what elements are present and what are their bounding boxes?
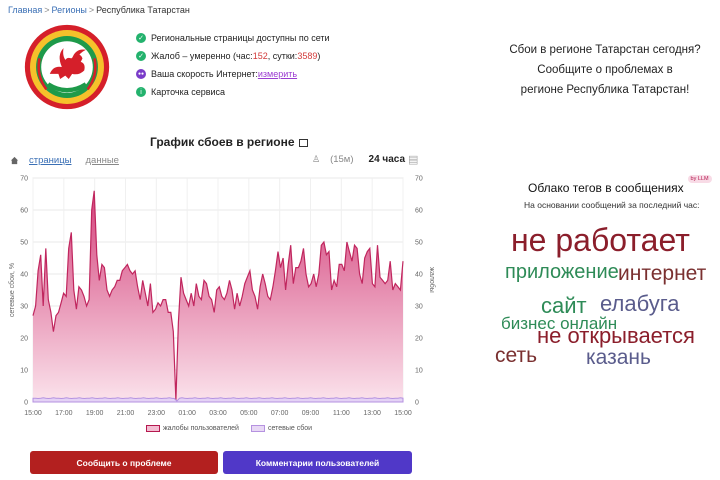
status-row-pages: ✓ Региональные страницы доступны по сети xyxy=(136,29,330,47)
y-tick-label: 60 xyxy=(415,208,423,215)
monitor-icon xyxy=(298,139,308,147)
legend-swatch-outages xyxy=(250,425,265,432)
y-tick-label: 40 xyxy=(415,272,423,279)
chart-range-controls: ♙ (15м) 24 часа ▤ xyxy=(312,153,418,166)
y-tick-label: 20 xyxy=(20,336,28,343)
tag-cloud-item[interactable]: сайт xyxy=(541,293,587,318)
breadcrumb-current: Республика Татарстан xyxy=(96,5,190,15)
chart-legend: жалобы пользователей сетевые сбои xyxy=(146,425,312,432)
y-axis-right: 0 10 20 30 40 50 60 70 xyxy=(415,176,423,407)
status-row-complaints: ✓ Жалоб – умеренно (час: 152, сутки: 358… xyxy=(136,47,330,65)
legend-label-outages: сетевые сбои xyxy=(267,425,313,432)
speedometer-icon: ●● xyxy=(136,69,146,79)
promo-line-1: Сбои в регионе Татарстан сегодня? xyxy=(509,44,701,56)
status-complaints-mid: , сутки: xyxy=(267,51,298,61)
x-tick-label: 07:00 xyxy=(271,410,289,417)
y-axis-left: 0 10 20 30 40 50 60 70 xyxy=(20,176,28,407)
y-tick-label: 70 xyxy=(415,176,423,183)
outage-chart: 0 10 20 30 40 50 60 70 0 10 20 30 40 50 60 70 15:00 17:… xyxy=(8,176,436,418)
tag-cloud-title-text: Облако тегов в сообщениях xyxy=(528,181,684,195)
status-complaints-prefix: Жалоб – умеренно (час: xyxy=(151,51,253,61)
hour-count: 152 xyxy=(252,51,268,61)
breadcrumb-regions-link[interactable]: Регионы xyxy=(51,5,87,15)
user-comments-button[interactable]: Комментарии пользователей xyxy=(223,451,412,474)
status-list: ✓ Региональные страницы доступны по сети… xyxy=(136,29,330,101)
y-tick-label: 30 xyxy=(20,304,28,311)
y-tick-label: 40 xyxy=(20,272,28,279)
tab-pages[interactable]: страницы xyxy=(29,155,72,166)
y-tick-label: 10 xyxy=(20,368,28,375)
tatarstan-emblem xyxy=(24,24,110,110)
y-tick-label: 10 xyxy=(415,368,423,375)
x-tick-label: 15:00 xyxy=(394,410,412,417)
x-tick-label: 11:00 xyxy=(333,410,350,417)
service-card-link[interactable]: Карточка сервиса xyxy=(151,87,226,97)
legend-swatch-complaints xyxy=(146,425,160,432)
tag-cloud-item[interactable]: сеть xyxy=(495,344,538,367)
tag-cloud-item[interactable]: интернет xyxy=(618,262,707,285)
y-tick-label: 70 xyxy=(20,176,28,183)
y-tick-label: 50 xyxy=(20,240,28,247)
breadcrumb-home-link[interactable]: Главная xyxy=(8,5,43,15)
report-problem-button[interactable]: Сообщить о проблеме xyxy=(30,451,218,474)
tag-cloud-item[interactable]: не открывается xyxy=(537,323,695,348)
y-axis-label-left: сетевые сбои, % xyxy=(8,263,16,317)
llm-badge: by LLM xyxy=(687,175,712,183)
x-tick-label: 23:00 xyxy=(148,410,166,417)
check-circle-icon: ✓ xyxy=(136,33,146,43)
tag-cloud-item[interactable]: приложение xyxy=(505,261,619,283)
status-pages-text: Региональные страницы доступны по сети xyxy=(151,33,330,43)
y-tick-label: 20 xyxy=(415,336,423,343)
x-tick-label: 13:00 xyxy=(363,410,381,417)
tag-cloud-subtitle: На основании сообщений за последний час: xyxy=(524,200,700,210)
x-axis: 15:00 17:00 19:00 21:00 23:00 01:00 03:00 05:00… xyxy=(24,410,412,417)
y-tick-label: 0 xyxy=(24,400,28,407)
legend-label-complaints: жалобы пользователей xyxy=(163,425,239,432)
breadcrumb-separator: > xyxy=(88,5,95,15)
status-complaints-suffix: ) xyxy=(317,51,321,61)
range-15m-button[interactable]: (15м) xyxy=(330,154,354,165)
x-tick-label: 21:00 xyxy=(117,410,135,417)
person-icon[interactable]: ♙ xyxy=(312,154,321,164)
tag-cloud-item[interactable]: казань xyxy=(586,346,651,369)
complaints-line xyxy=(32,190,404,401)
check-circle-icon: ✓ xyxy=(136,51,146,61)
promo-line-3: регионе Республика Татарстан! xyxy=(520,84,690,96)
tag-cloud-item[interactable]: елабуга xyxy=(600,291,680,316)
x-tick-label: 01:00 xyxy=(178,410,196,417)
measure-speed-link[interactable]: измерить xyxy=(257,69,298,79)
status-row-service[interactable]: i Карточка сервиса xyxy=(136,83,330,101)
calendar-icon[interactable]: ▤ xyxy=(408,154,419,166)
y-tick-label: 0 xyxy=(415,400,419,407)
tab-data[interactable]: данные xyxy=(85,155,119,166)
breadcrumb: Главная > Регионы > Республика Татарстан xyxy=(8,5,190,15)
info-circle-icon: i xyxy=(136,87,146,97)
chart-title-text: График сбоев в регионе xyxy=(150,135,295,149)
x-tick-label: 19:00 xyxy=(86,410,104,417)
day-count: 3589 xyxy=(297,51,318,61)
tag-cloud-title: Облако тегов в сообщениях by LLM xyxy=(528,175,712,195)
x-tick-label: 09:00 xyxy=(302,410,320,417)
x-tick-label: 15:00 xyxy=(24,410,42,417)
y-tick-label: 60 xyxy=(20,208,28,215)
speed-prefix: Ваша скорость Интернет: xyxy=(151,69,258,79)
y-axis-label-right: жалобы xyxy=(428,267,436,293)
complaints-area xyxy=(33,190,403,402)
home-icon[interactable] xyxy=(10,156,19,165)
tag-cloud-item[interactable]: не работает xyxy=(511,222,690,258)
tag-cloud-item[interactable]: бизнес онлайн xyxy=(501,314,618,333)
x-tick-label: 05:00 xyxy=(240,410,258,417)
y-tick-label: 50 xyxy=(415,240,423,247)
range-24h-button[interactable]: 24 часа xyxy=(368,154,406,165)
x-tick-label: 03:00 xyxy=(209,410,227,417)
promo-line-2: Сообщите о проблемах в xyxy=(537,64,673,76)
chart-tabs: страницы данные xyxy=(10,155,119,166)
breadcrumb-separator: > xyxy=(44,5,50,15)
promo-text: Сбои в регионе Татарстан сегодня? Сообщи… xyxy=(500,40,710,100)
x-tick-label: 17:00 xyxy=(55,410,73,417)
y-tick-label: 30 xyxy=(415,304,423,311)
chart-title: График сбоев в регионе xyxy=(150,135,308,149)
outages-area xyxy=(32,397,404,403)
status-row-speed: ●● Ваша скорость Интернет: измерить xyxy=(136,65,330,83)
